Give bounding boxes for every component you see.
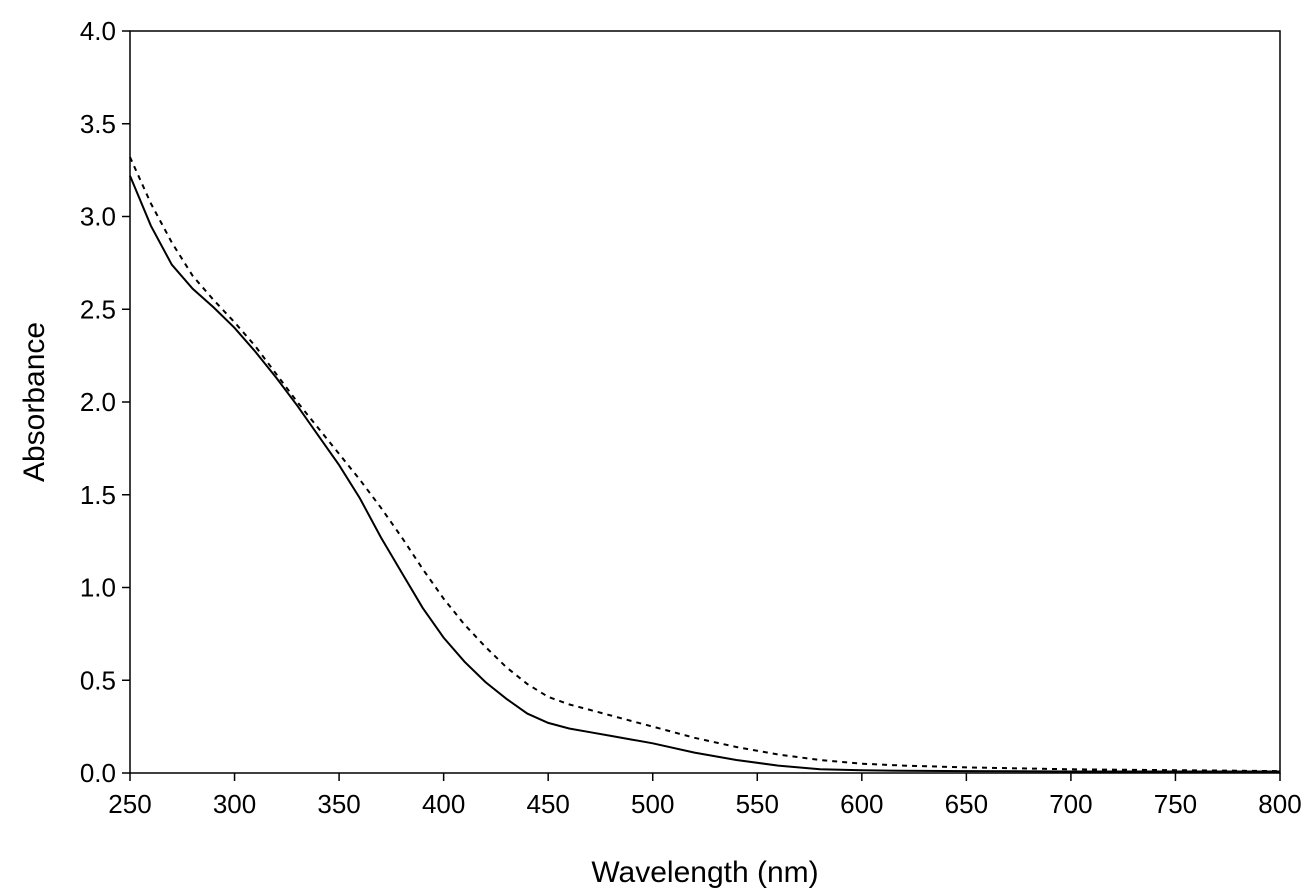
- x-axis-title: Wavelength (nm): [591, 856, 818, 889]
- x-tick-label: 350: [317, 789, 360, 819]
- y-tick-label: 1.5: [80, 480, 116, 510]
- x-tick-label: 750: [1154, 789, 1197, 819]
- y-tick-label: 0.0: [80, 758, 116, 788]
- y-tick-label: 4.0: [80, 16, 116, 46]
- x-tick-label: 800: [1258, 789, 1301, 819]
- plot-frame: [129, 30, 1281, 774]
- y-tick-label: 3.0: [80, 202, 116, 232]
- x-tick-label: 650: [945, 789, 988, 819]
- x-tick-label: 250: [108, 789, 151, 819]
- y-tick-label: 2.0: [80, 387, 116, 417]
- series-layer: [129, 156, 1281, 773]
- y-tick-label: 1.0: [80, 573, 116, 603]
- x-tick-label: 700: [1049, 789, 1092, 819]
- x-tick-label: 550: [736, 789, 779, 819]
- x-tick-label: 600: [840, 789, 883, 819]
- x-tick-label: 450: [526, 789, 569, 819]
- y-tick-label: 2.5: [80, 294, 116, 324]
- series-line-1-solid: [129, 175, 1280, 773]
- plot-area: [129, 30, 1281, 774]
- y-tick-label: 0.5: [80, 665, 116, 695]
- axis-ticks: 250 300 350 400 450 500 550 600 650 700 750 800 0.0 0…: [80, 16, 1302, 819]
- x-tick-label: 300: [213, 789, 256, 819]
- x-tick-label: 400: [422, 789, 465, 819]
- x-tick-label: 500: [631, 789, 674, 819]
- y-axis-title: Absorbance: [18, 322, 51, 482]
- series-line-2-dotted: [129, 156, 1281, 773]
- y-tick-label: 3.5: [80, 109, 116, 139]
